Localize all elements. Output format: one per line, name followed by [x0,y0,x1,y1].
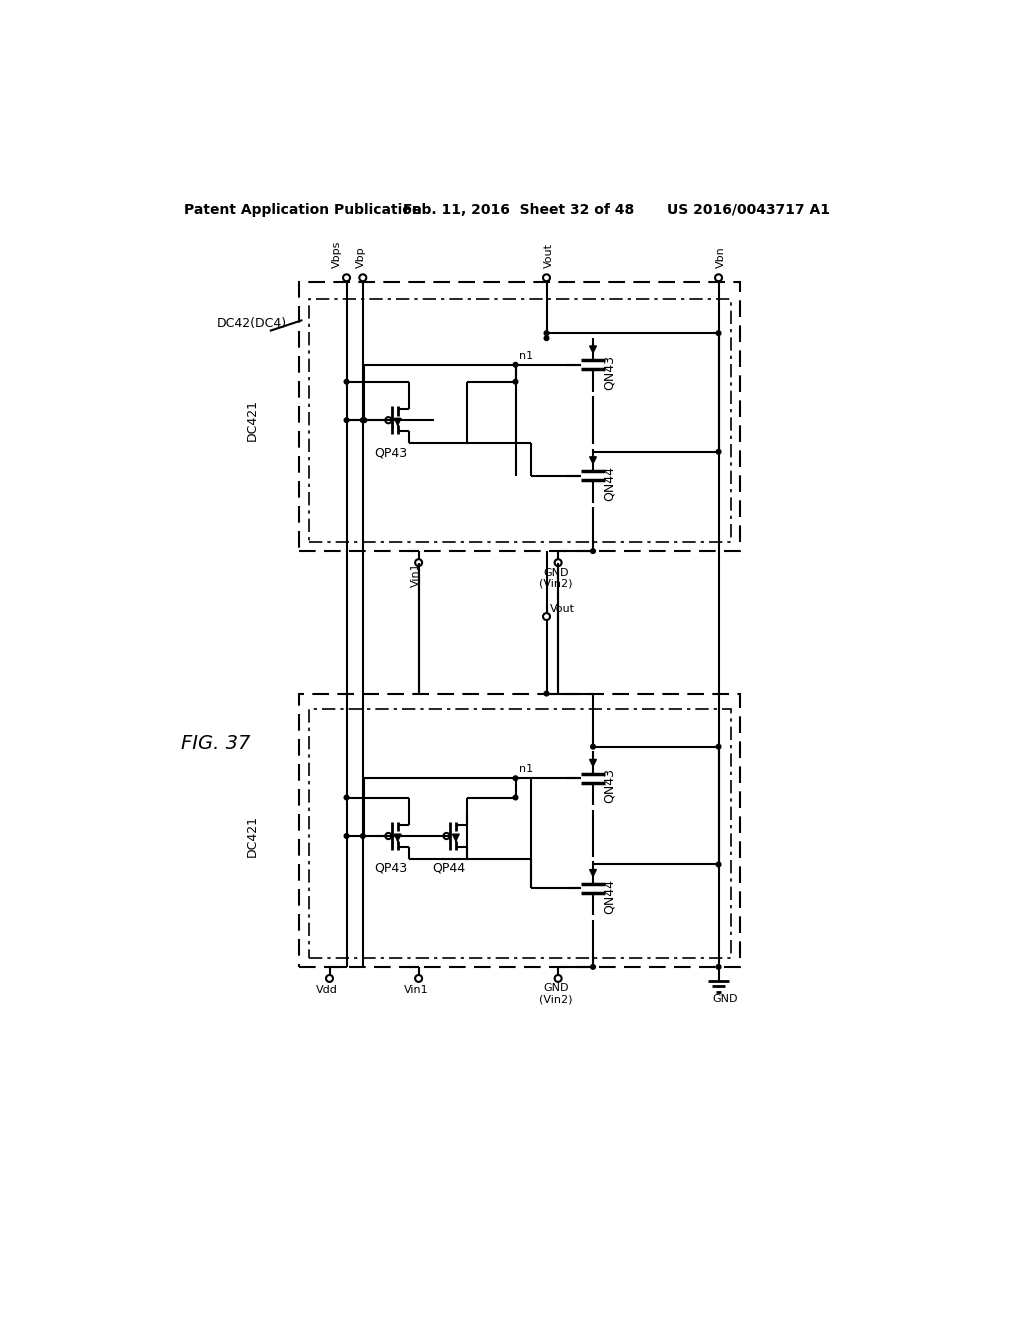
Circle shape [360,834,366,838]
Circle shape [513,363,518,367]
Text: Vin1: Vin1 [404,985,429,995]
Circle shape [544,331,549,335]
Circle shape [716,450,721,454]
Text: Vdd: Vdd [316,985,338,995]
Text: QP43: QP43 [375,446,408,459]
Circle shape [591,965,595,969]
Text: QN43: QN43 [602,768,615,804]
Bar [309,298,731,543]
Text: DC421: DC421 [246,399,259,441]
Circle shape [513,776,518,780]
Text: Vbps: Vbps [332,240,342,268]
Text: QN43: QN43 [602,355,615,389]
Circle shape [360,418,366,422]
Text: QN44: QN44 [602,879,615,913]
Circle shape [344,795,349,800]
Text: GND: GND [713,994,738,1005]
Text: US 2016/0043717 A1: US 2016/0043717 A1 [667,203,829,216]
Text: QP44: QP44 [432,862,466,875]
Circle shape [344,379,349,384]
Text: Feb. 11, 2016  Sheet 32 of 48: Feb. 11, 2016 Sheet 32 of 48 [403,203,635,216]
Text: QN44: QN44 [602,466,615,500]
Text: GND: GND [543,568,568,578]
Circle shape [513,795,518,800]
Text: DC421: DC421 [246,814,259,857]
Text: Vbn: Vbn [716,246,726,268]
Bar [309,709,731,958]
Circle shape [362,418,367,422]
Text: Vout: Vout [544,243,554,268]
Text: Vbp: Vbp [355,246,366,268]
Circle shape [716,744,721,748]
Circle shape [591,744,595,748]
Text: GND: GND [543,983,568,994]
Text: Vout: Vout [550,603,575,614]
Bar [299,693,740,966]
Text: n1: n1 [518,351,532,360]
Text: FIG. 37: FIG. 37 [180,734,250,754]
Circle shape [716,331,721,335]
Text: Vin1: Vin1 [412,562,421,586]
Circle shape [513,379,518,384]
Circle shape [716,862,721,867]
Circle shape [716,965,721,969]
Circle shape [344,418,349,422]
Text: (Vin2): (Vin2) [539,994,572,1005]
Bar [299,281,740,552]
Circle shape [544,335,549,341]
Text: n1: n1 [518,764,532,774]
Text: Patent Application Publication: Patent Application Publication [183,203,422,216]
Circle shape [591,549,595,553]
Text: QP43: QP43 [375,862,408,875]
Text: DC42(DC4): DC42(DC4) [217,317,288,330]
Circle shape [344,834,349,838]
Text: (Vin2): (Vin2) [539,578,572,589]
Circle shape [544,692,549,696]
